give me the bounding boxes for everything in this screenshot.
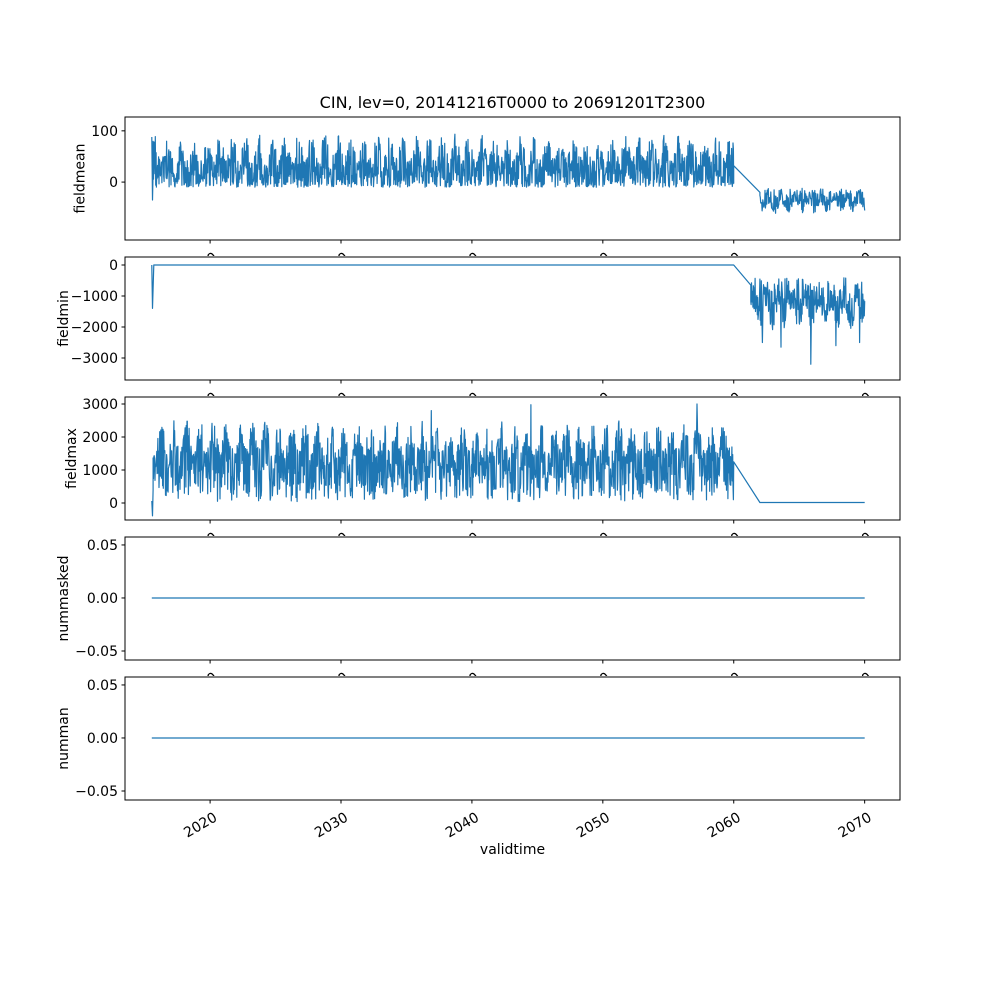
y-tick-label: −1000 xyxy=(71,289,118,305)
axes-box-nummasked xyxy=(124,536,901,661)
y-tick-label: 1000 xyxy=(82,463,118,479)
x-tick-label: 2060 xyxy=(705,390,744,422)
x-tick-label: 2030 xyxy=(312,530,351,562)
series-fieldmax xyxy=(151,403,865,517)
y-axis-label-fieldmax: fieldmax xyxy=(64,428,80,489)
x-tick-label: 2040 xyxy=(443,810,482,842)
axes-box-numman xyxy=(124,676,901,801)
x-tick-label: 2060 xyxy=(705,670,744,702)
x-tick-label: 2040 xyxy=(443,390,482,422)
y-tick-label: 3000 xyxy=(82,397,118,413)
x-tick-label: 2060 xyxy=(705,810,744,842)
x-tick-label: 2020 xyxy=(181,670,220,702)
x-tick-label: 2050 xyxy=(574,670,613,702)
y-axis-label-numman: numman xyxy=(56,707,72,769)
x-tick-label: 2030 xyxy=(312,390,351,422)
y-axis-label-fieldmin: fieldmin xyxy=(56,290,72,347)
y-tick-label: 0.05 xyxy=(87,678,118,694)
y-axis-label-nummasked: nummasked xyxy=(56,555,72,641)
x-tick-label: 2050 xyxy=(574,390,613,422)
x-tick-label: 2040 xyxy=(443,530,482,562)
y-tick-label: 0.00 xyxy=(87,731,118,747)
chart-title: CIN, lev=0, 20141216T0000 to 20691201T23… xyxy=(319,93,706,112)
y-tick-label: 2000 xyxy=(82,430,118,446)
x-tick-label: 2070 xyxy=(836,670,875,702)
x-tick-label: 2070 xyxy=(836,810,875,842)
series-fieldmean xyxy=(151,133,866,214)
x-tick-label: 2030 xyxy=(312,670,351,702)
y-tick-label: −0.05 xyxy=(75,784,118,800)
x-tick-label: 2040 xyxy=(443,670,482,702)
y-tick-label: 100 xyxy=(91,124,118,140)
axes-box-fieldmin xyxy=(124,256,901,381)
y-axis-label-fieldmean: fieldmean xyxy=(72,144,88,214)
x-tick-label: 2020 xyxy=(181,810,220,842)
y-tick-label: −3000 xyxy=(71,351,118,367)
x-tick-label: 2050 xyxy=(574,810,613,842)
series-fieldmin xyxy=(151,264,866,365)
x-tick-label: 2050 xyxy=(574,530,613,562)
x-tick-label: 2060 xyxy=(705,530,744,562)
y-tick-label: 0 xyxy=(109,175,118,191)
x-tick-label: 2070 xyxy=(836,390,875,422)
axes-box-fieldmax xyxy=(124,396,901,521)
x-tick-label: 2070 xyxy=(836,530,875,562)
y-tick-label: 0.05 xyxy=(87,538,118,554)
y-tick-label: 0 xyxy=(109,258,118,274)
x-axis-label: validtime xyxy=(479,842,546,858)
x-tick-label: 2070 xyxy=(836,250,875,282)
y-tick-label: 0 xyxy=(109,496,118,512)
x-tick-label: 2020 xyxy=(181,530,220,562)
y-tick-label: 0.00 xyxy=(87,591,118,607)
x-tick-label: 2030 xyxy=(312,810,351,842)
x-tick-label: 2020 xyxy=(181,390,220,422)
axes-box-fieldmean xyxy=(124,116,901,241)
y-tick-label: −2000 xyxy=(71,320,118,336)
y-tick-label: −0.05 xyxy=(75,644,118,660)
